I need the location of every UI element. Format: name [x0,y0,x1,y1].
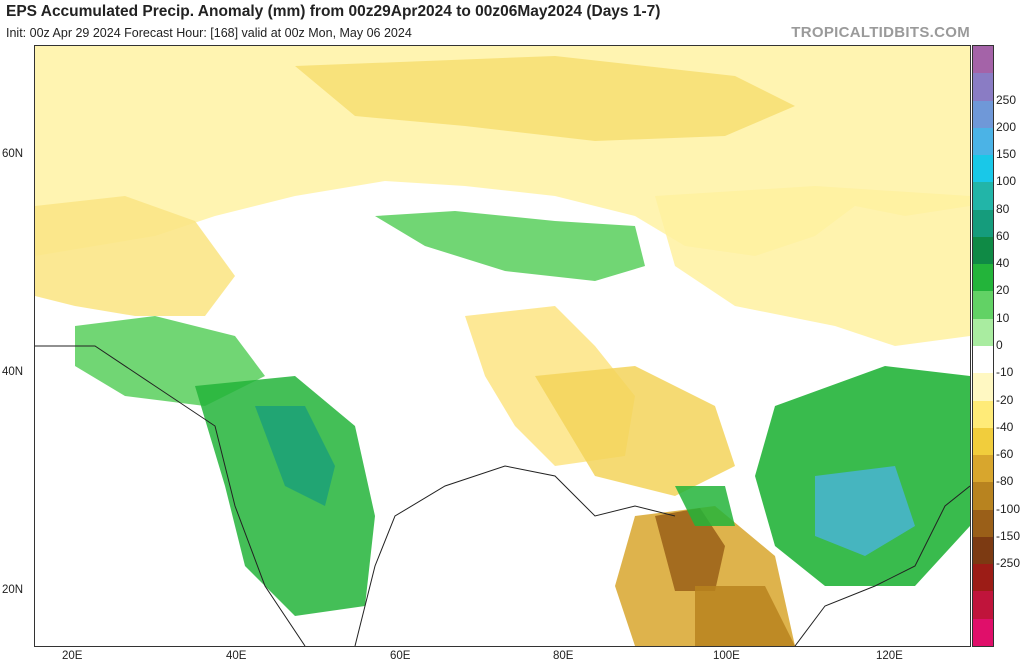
colorbar-cell [973,100,993,129]
dry-region-indochina-brown [695,586,795,646]
colorbar-cell [973,509,993,538]
colorbar-cell [973,46,993,74]
wet-region-himalaya [675,486,735,526]
colorbar-cell [973,155,993,183]
colorbar-cell [973,482,993,511]
lat-label-40n: 40N [2,366,24,378]
colorbar-cell [973,455,993,483]
dry-region-europe [35,196,235,316]
chart-title: EPS Accumulated Precip. Anomaly (mm) fro… [6,3,661,20]
colorbar-tick-label: 200 [996,119,1017,134]
colorbar [972,45,994,647]
colorbar-tick-label: -150 [996,528,1021,543]
colorbar-cell [973,618,993,647]
colorbar-cell [973,318,993,347]
wet-region-south-china-core [815,466,915,556]
wet-region-iraq-core [255,406,335,506]
chart-subtitle: Init: 00z Apr 29 2024 Forecast Hour: [16… [6,26,412,40]
map-shading [35,46,970,646]
lon-label-40e: 40E [226,650,247,662]
colorbar-cell [973,291,993,320]
colorbar-tick-label: -250 [996,556,1021,571]
colorbar-cell [973,536,993,565]
colorbar-cell [973,591,993,620]
colorbar-cell [973,127,993,156]
colorbar-tick-label: 0 [996,338,1003,352]
wet-region-kazakhstan-band [375,211,645,281]
colorbar-tick-label: -80 [996,474,1014,489]
colorbar-cell [973,400,993,429]
colorbar-cell [973,264,993,292]
colorbar-cell [973,564,993,592]
colorbar-cell [973,182,993,211]
colorbar-tick-label: 40 [996,256,1010,271]
colorbar-cell [973,427,993,456]
site-watermark: TROPICALTIDBITS.COM [791,24,970,41]
colorbar-tick-label: 150 [996,147,1017,162]
colorbar-tick-label: 10 [996,310,1010,325]
colorbar-tick-label: 60 [996,228,1010,243]
lat-label-20n: 20N [2,584,24,596]
wet-region-middle-east [195,376,375,616]
colorbar-tick-label: 250 [996,92,1017,107]
colorbar-cell [973,373,993,402]
colorbar-tick-label: 80 [996,201,1010,216]
coastline-outline [35,345,970,646]
dry-region-north-deep [295,56,795,141]
colorbar-tick-label: -40 [996,419,1014,434]
dry-region-siberia-east [655,186,970,346]
colorbar-tick-label: -20 [996,392,1014,407]
dry-region-tibet [535,366,735,496]
lon-label-80e: 80E [553,650,574,662]
colorbar-cell [973,209,993,238]
precip-anomaly-map [34,45,971,647]
colorbar-tick-label: 100 [996,174,1017,189]
lon-label-20e: 20E [62,650,83,662]
lon-label-60e: 60E [390,650,411,662]
colorbar-tick-label: 20 [996,283,1010,298]
colorbar-tick-label: -10 [996,365,1014,380]
dry-region-burma-deep [655,508,725,591]
colorbar-tick-label: -100 [996,501,1021,516]
lon-label-120e: 120E [876,650,903,662]
lon-label-100e: 100E [713,650,740,662]
colorbar-tick-label: -60 [996,447,1014,462]
colorbar-cell [973,73,993,102]
wet-region-turkey [75,316,265,406]
colorbar-cell [973,346,993,374]
colorbar-cell [973,236,993,265]
lat-label-60n: 60N [2,148,24,160]
